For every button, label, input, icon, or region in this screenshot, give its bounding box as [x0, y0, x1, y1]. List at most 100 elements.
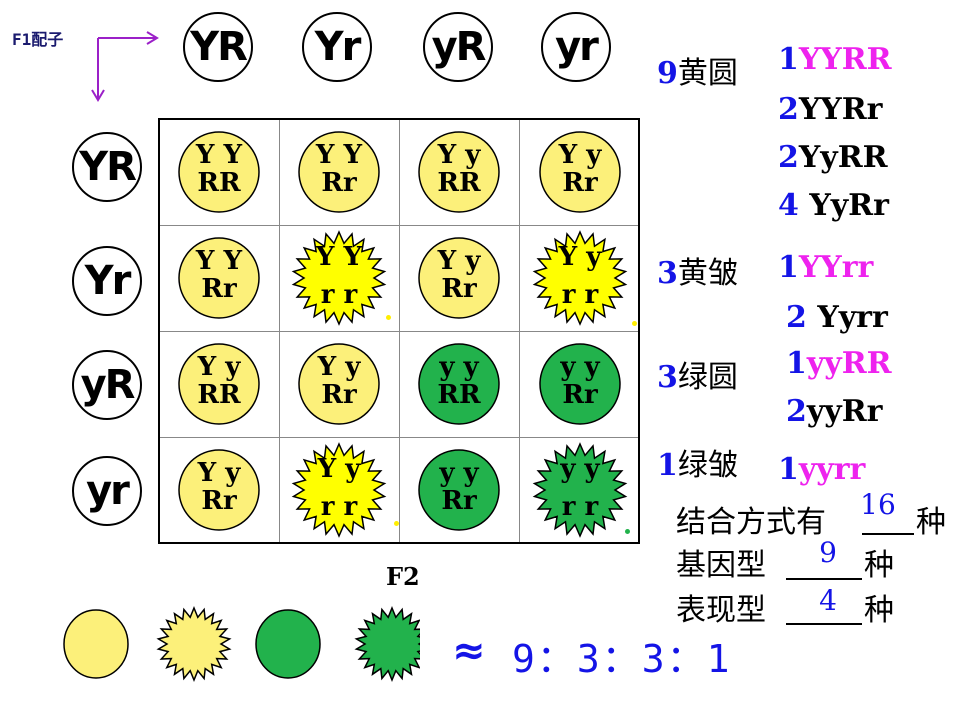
gamete-top-yr-3: yR — [423, 12, 493, 82]
gamete-left-2: Yr — [72, 246, 142, 316]
summary-combinations-value: 16 — [860, 488, 896, 521]
cell-genotype-top: y y — [439, 458, 479, 488]
genotype-code: YYrr — [798, 250, 874, 285]
phenotype-header: 3黄皱 — [657, 248, 738, 292]
dot-mark — [394, 521, 399, 526]
f1-gamete-label: F1配子 — [12, 30, 64, 49]
cell-genotype-bottom: Rr — [201, 486, 237, 516]
genotype-ratio: 4 — [778, 188, 810, 223]
cell-genotype-top: Y Y — [195, 246, 243, 276]
cell-genotype-top: Y y — [437, 246, 481, 276]
down-arrow-icon — [91, 38, 105, 102]
right-arrow-icon — [98, 31, 159, 45]
cell-genotype-bottom: r r — [561, 280, 599, 310]
dot-mark — [632, 321, 637, 326]
approx-sign: ≈ — [452, 628, 486, 674]
phenotype-name: 绿皱 — [677, 448, 738, 483]
phenotype-name: 黄皱 — [677, 256, 738, 291]
genotype-ratio: 2 — [778, 140, 799, 175]
summary-genotypes-value: 9 — [819, 536, 837, 569]
genotype-entry: 1YYRR — [778, 42, 892, 77]
legend-yellow-wrinkled-icon — [156, 606, 232, 682]
cell-genotype-top: y y — [439, 352, 479, 382]
ratio-text: 9：3：3：1 — [512, 637, 732, 681]
cell-genotype-bottom: r r — [561, 492, 599, 522]
genotype-ratio: 2 — [786, 300, 818, 335]
cell-genotype-bottom: Rr — [562, 168, 598, 198]
punnett-cell-yellow-wrinkled — [289, 228, 389, 332]
punnett-cell-yellow-round — [169, 334, 269, 438]
genotype-entry: 1yyRR — [786, 346, 892, 381]
genotype-entry: 2 Yyrr — [786, 300, 888, 335]
phenotype-count: 1 — [657, 448, 678, 483]
punnett-cell-yellow-round — [409, 228, 509, 332]
cell-genotype-top: Y y — [197, 352, 241, 382]
gamete-top-yr-2: Yr — [302, 12, 372, 82]
summary-phenotypes-label: 表现型 — [676, 593, 766, 628]
genotype-ratio: 2 — [778, 92, 799, 127]
genotype-entry: 1YYrr — [778, 250, 873, 285]
genotype-ratio: 1 — [778, 452, 799, 487]
punnett-cell-green-round — [409, 440, 509, 544]
cell-genotype-top: Y Y — [315, 242, 363, 272]
genotype-code: yyRR — [806, 346, 892, 381]
cell-genotype-bottom: Rr — [441, 486, 477, 516]
punnett-cell-yellow-wrinkled — [530, 228, 630, 332]
summary-combinations-label: 结合方式有 — [676, 505, 826, 540]
genotype-code: yyRr — [806, 394, 883, 429]
genotype-ratio: 1 — [778, 250, 799, 285]
cell-genotype-top: y y — [560, 454, 600, 484]
phenotype-header: 3绿圆 — [657, 352, 738, 396]
genotype-code: YYRr — [798, 92, 883, 127]
cell-genotype-top: Y y — [437, 140, 481, 170]
cell-genotype-top: Y y — [197, 458, 241, 488]
cell-genotype-bottom: Rr — [321, 168, 357, 198]
genotype-ratio: 1 — [778, 42, 799, 77]
cell-genotype-top: Y Y — [315, 140, 363, 170]
genotype-ratio: 2 — [786, 394, 807, 429]
cell-genotype-top: Y y — [317, 454, 361, 484]
punnett-cell-green-wrinkled — [530, 440, 630, 544]
cell-genotype-top: Y y — [317, 352, 361, 382]
genotype-entry: 2YyRR — [778, 140, 888, 175]
gamete-top-yr-4: yr — [541, 12, 611, 82]
cell-genotype-bottom: Rr — [321, 380, 357, 410]
f1-arrows — [91, 31, 159, 102]
genotype-ratio: 1 — [786, 346, 807, 381]
punnett-cell-yellow-round — [169, 440, 269, 544]
cell-genotype-bottom: Rr — [441, 274, 477, 304]
legend-green-wrinkled-icon — [354, 606, 420, 682]
cell-genotype-bottom: Rr — [201, 274, 237, 304]
cell-genotype-bottom: r r — [320, 492, 358, 522]
genotype-code: Yyrr — [817, 300, 888, 335]
summary-combinations-unit: 种 — [916, 505, 946, 540]
cell-genotype-bottom: RR — [197, 380, 241, 410]
cell-genotype-bottom: RR — [437, 380, 481, 410]
phenotype-legend — [63, 606, 420, 682]
gamete-top-yr-1: YR — [183, 12, 253, 82]
punnett-cell-yellow-round — [289, 334, 389, 438]
f2-label: F2 — [386, 562, 420, 591]
cell-genotype-top: Y y — [558, 242, 602, 272]
phenotype-count: 3 — [657, 360, 678, 395]
genotype-code: YyRR — [798, 140, 888, 175]
genotype-code: YYRR — [798, 42, 892, 77]
genotype-code: yyrr — [798, 452, 866, 487]
phenotype-count: 3 — [657, 256, 678, 291]
phenotype-header: 9黄圆 — [657, 48, 738, 92]
cell-genotype-top: Y Y — [195, 140, 243, 170]
summary-phenotypes-value: 4 — [819, 584, 837, 617]
phenotype-name: 黄圆 — [677, 56, 738, 91]
punnett-cell-yellow-round — [289, 122, 389, 226]
punnett-cell-yellow-round — [169, 228, 269, 332]
phenotype-name: 绿圆 — [677, 360, 738, 395]
punnett-cell-green-round — [409, 334, 509, 438]
cell-genotype-top: Y y — [558, 140, 602, 170]
cell-genotype-bottom: Rr — [562, 380, 598, 410]
punnett-cell-yellow-round — [169, 122, 269, 226]
dot-mark — [386, 315, 391, 320]
punnett-cell-green-round — [530, 334, 630, 438]
cell-genotype-bottom: RR — [197, 168, 241, 198]
cell-genotype-bottom: r r — [320, 280, 358, 310]
